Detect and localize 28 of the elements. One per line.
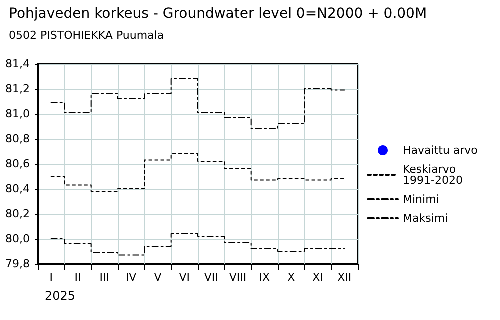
x-tick-label: IV (126, 271, 138, 284)
x-tick-label: II (74, 271, 82, 284)
legend-label: Minimi (403, 193, 440, 206)
x-tick-label: XI (312, 271, 324, 284)
legend-label: Maksimi (403, 212, 448, 225)
x-tick-label: III (100, 271, 110, 284)
x-tick-label: VIII (229, 271, 247, 284)
y-tick-label: 80,2 (6, 208, 30, 220)
y-tick-label: 81,4 (6, 58, 30, 70)
x-tick-label: XII (338, 271, 352, 284)
x-tick-label: VI (179, 271, 190, 284)
y-tick-label: 80,6 (6, 158, 30, 170)
y-tick-label: 79,8 (6, 258, 30, 270)
legend-label: Havaittu arvo (403, 144, 478, 157)
y-tick-label: 80,8 (6, 132, 30, 146)
x-tick-label: V (154, 271, 162, 284)
x-tick-label: I (50, 271, 53, 284)
y-tick-label: 81,2 (6, 82, 30, 96)
y-tick-label: 81,0 (6, 108, 30, 120)
chart-subtitle: 0502 PISTOHIEKKA Puumala (9, 29, 164, 42)
x-tick-label: IX (259, 271, 271, 284)
x-tick-label: X (288, 271, 296, 284)
y-tick-label: 80,4 (6, 182, 30, 196)
x-axis-title: 2025 (45, 289, 76, 303)
y-tick-label: 80,0 (6, 232, 30, 246)
chart-title: Pohjaveden korkeus - Groundwater level 0=N2000 + 0.00M (9, 6, 428, 22)
legend-label: Keskiarvo 1991-2020 (403, 163, 463, 187)
x-tick-label: VII (204, 271, 218, 284)
